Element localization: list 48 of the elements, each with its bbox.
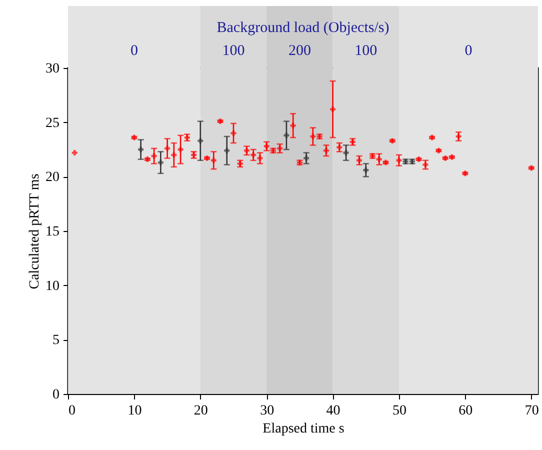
y-tick-label: 10 [46,278,60,294]
y-axis-title: Calculated pRTT ms [28,174,42,290]
band-label: 100 [354,43,378,59]
point [210,158,216,164]
band-label: 0 [130,43,138,59]
y-tick-label: 25 [46,116,60,131]
point [277,146,283,152]
point [244,148,250,154]
x-tick-label: 20 [194,404,208,418]
band-label: 100 [222,43,245,59]
chart-title: Background load (Objects/s) [216,20,390,36]
y-tick-label: 5 [52,333,60,348]
y-tick-label: 0 [52,388,60,402]
band-label: 200 [288,43,311,59]
point [396,158,402,164]
point [290,122,296,128]
point [376,156,382,162]
point [164,146,170,152]
point [284,132,290,138]
x-tick-label: 60 [458,404,473,418]
point [250,152,256,158]
point [138,146,144,152]
point [330,106,336,112]
point [151,153,157,159]
y-tick-label: 30 [46,62,60,76]
x-tick-label: 30 [260,404,274,418]
point [363,167,369,173]
point [356,158,362,164]
point [304,155,310,161]
y-tick-label: 15 [46,224,60,240]
x-tick-label: 40 [326,404,340,418]
point [198,138,204,144]
y-tick-label: 20 [46,170,60,186]
x-tick-label: 0 [68,404,76,418]
point [343,150,349,156]
point [230,130,236,136]
point [72,150,78,156]
point [323,148,329,154]
point [257,155,263,161]
band-label: 0 [464,43,472,59]
point [224,148,230,154]
point [310,134,316,140]
x-tick-label: 10 [128,404,142,418]
x-tick-label: 70 [524,404,539,418]
x-axis-title: Elapsed time s [262,422,344,436]
point [158,160,164,166]
x-tick-label: 50 [392,404,406,418]
point [171,152,177,158]
